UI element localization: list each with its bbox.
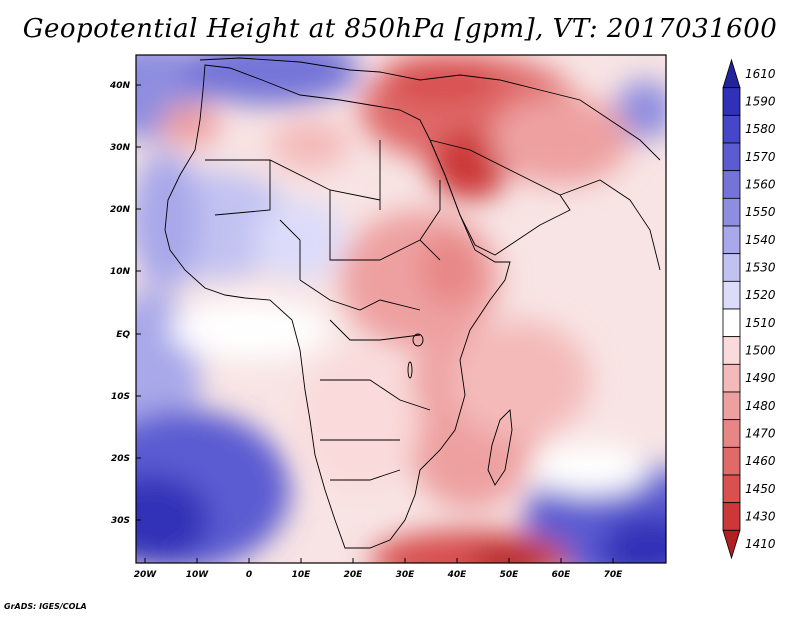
colorbar-label: 1460 — [745, 454, 776, 468]
colorbar-label: 1550 — [745, 205, 776, 219]
colorbar-swatch — [722, 529, 741, 560]
colorbar-label: 1450 — [745, 482, 776, 496]
colorbar-label: 1520 — [745, 288, 776, 302]
lat-label: 30S — [111, 516, 130, 526]
credit-text: GrADS: IGES/COLA — [4, 602, 87, 611]
colorbar-swatch — [722, 363, 741, 393]
lon-label: 0 — [246, 570, 252, 580]
latitude-labels: 40N 30N 20N 10N EQ 10S 20S 30S — [109, 81, 131, 526]
colorbar-label: 1490 — [745, 371, 776, 385]
lon-label: 10W — [186, 570, 210, 580]
lat-label: 20N — [110, 205, 131, 215]
colorbar-label: 1410 — [745, 537, 776, 551]
lon-label: 50E — [500, 570, 520, 580]
lon-label: 40E — [447, 570, 468, 580]
colorbar-swatch — [722, 446, 741, 476]
colorbar-label: 1570 — [745, 150, 776, 164]
colorbar-swatch — [722, 419, 741, 448]
colorbar-label: 1530 — [745, 261, 776, 275]
colorbar-swatch — [722, 142, 741, 172]
lat-label: 10N — [110, 267, 131, 277]
colorbar-swatch — [722, 502, 741, 531]
colorbar-swatch — [722, 114, 741, 144]
lon-label: 20E — [344, 570, 364, 580]
colorbar-label: 1500 — [745, 344, 776, 358]
lat-label: EQ — [116, 330, 130, 340]
coastlines — [164, 57, 661, 549]
colorbar-label: 1540 — [745, 233, 776, 247]
longitude-labels: 20W 10W 0 10E 20E 30E 40E 50E 60E 70E — [134, 570, 623, 580]
colorbar-label: 1610 — [745, 67, 776, 81]
colorbar-label: 1590 — [745, 95, 776, 109]
colorbar-label: 1510 — [745, 316, 776, 330]
colorbar-swatch — [722, 474, 741, 504]
colorbar-swatch — [722, 308, 741, 338]
colorbar-label: 1470 — [745, 427, 776, 441]
colorbar-swatch — [722, 170, 741, 199]
colorbar-label: 1480 — [745, 399, 776, 413]
height-field — [136, 55, 666, 563]
colorbar-swatch — [722, 280, 741, 310]
colorbar-swatch — [722, 87, 741, 116]
colorbar-swatch — [722, 391, 741, 421]
lat-label: 40N — [109, 81, 131, 91]
colorbar-label: 1430 — [745, 510, 776, 524]
lat-label: 30N — [110, 143, 131, 153]
latitude-axis — [136, 84, 141, 521]
lon-label: 20W — [134, 570, 158, 580]
lon-label: 60E — [552, 570, 572, 580]
colorbar-labels: 1610 1590 1580 1570 1560 1550 1540 1530 1520 1510… — [745, 67, 776, 551]
lat-label: 20S — [111, 454, 130, 464]
colorbar-swatch — [722, 336, 741, 365]
colorbar-swatch — [722, 225, 741, 255]
colorbar — [722, 58, 741, 560]
colorbar-swatch — [722, 253, 741, 282]
plot-frame — [135, 54, 667, 564]
lon-label: 70E — [604, 570, 624, 580]
lon-label: 10E — [292, 570, 312, 580]
colorbar-label: 1560 — [745, 178, 776, 192]
colorbar-label: 1580 — [745, 122, 776, 136]
map-title: Geopotential Height at 850hPa [gpm], VT:… — [22, 14, 778, 44]
lon-label: 30E — [396, 570, 416, 580]
colorbar-swatch — [722, 58, 741, 89]
colorbar-swatch — [722, 197, 741, 227]
longitude-axis — [144, 558, 614, 563]
lat-label: 10S — [111, 392, 130, 402]
